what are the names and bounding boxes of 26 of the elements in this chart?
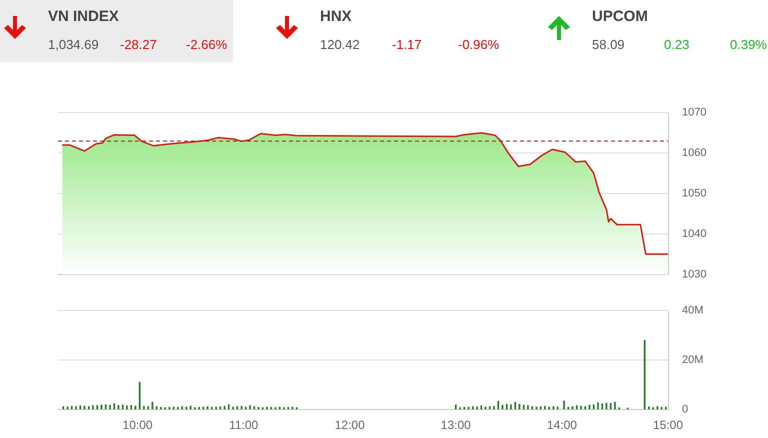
y-tick-label: 0: [682, 404, 688, 416]
text: HNX: [320, 8, 352, 25]
text: -0.96%: [458, 37, 500, 52]
y-tick-label: 40M: [682, 304, 704, 317]
y-tick-label: 1060: [682, 147, 706, 160]
text: 0.39%: [730, 37, 767, 52]
text: 1,034.69: [48, 37, 99, 52]
y-tick-label: 1050: [682, 188, 706, 200]
y-tick-label: 1030: [682, 268, 706, 280]
y-tick-label: 1040: [682, 228, 706, 240]
x-tick-label: 12:00: [334, 418, 366, 432]
x-tick-label: 14:00: [546, 418, 578, 432]
text: 120.42: [320, 37, 360, 52]
text: UPCOM: [592, 8, 648, 25]
y-tick-label: 20M: [682, 354, 704, 366]
text: 58.09: [592, 37, 625, 52]
text: -2.66%: [186, 37, 228, 52]
x-tick-label: 13:00: [440, 418, 472, 432]
x-tick-label: 11:00: [229, 418, 259, 432]
x-tick-label: 10:00: [122, 418, 153, 432]
x-tick-label: 15:00: [652, 418, 684, 432]
y-tick-label: 1070: [682, 106, 706, 119]
text: VN INDEX: [48, 8, 119, 25]
text: -28.27: [120, 37, 157, 52]
text: -1.17: [392, 37, 422, 52]
text: 0.23: [664, 37, 690, 52]
